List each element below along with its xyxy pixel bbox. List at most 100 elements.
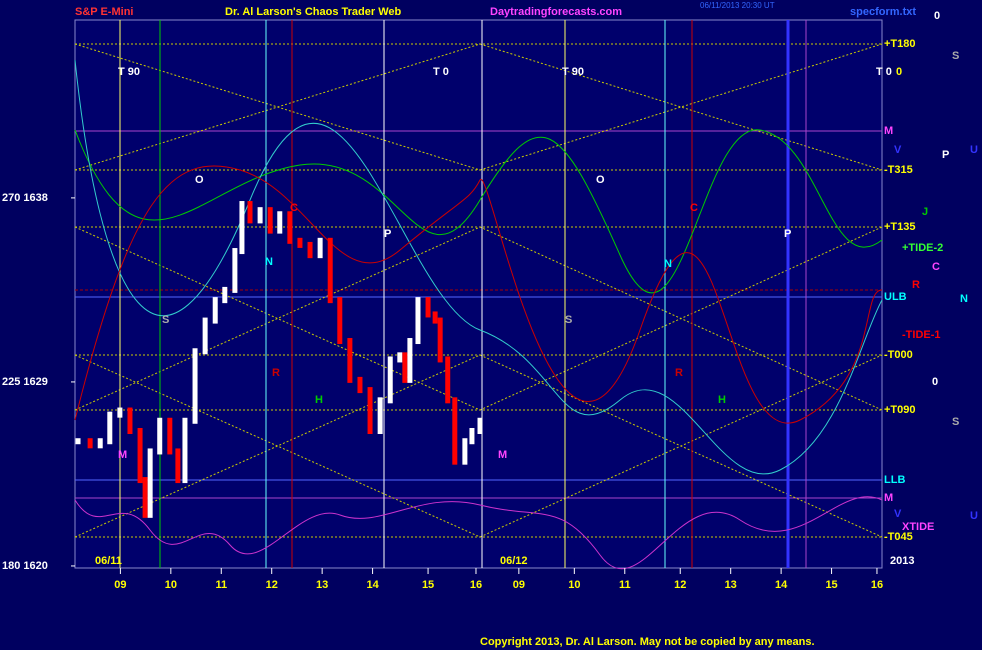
annotation: R	[272, 367, 280, 379]
annotation: 0	[932, 376, 938, 388]
x-tick-label: 10	[568, 579, 580, 591]
price-bar	[202, 317, 208, 355]
annotation: T 0	[433, 66, 449, 78]
price-bar	[452, 397, 458, 465]
annotation: +T180	[884, 38, 916, 50]
annotation: R	[675, 367, 683, 379]
timestamp: 06/11/2013 20:30 UT	[700, 1, 775, 10]
price-bar	[87, 438, 93, 449]
x-tick-label: 14	[775, 579, 788, 591]
x-tick-label: 09	[513, 579, 525, 591]
price-bar	[167, 417, 173, 455]
annotation: P	[784, 228, 791, 240]
annotation: S	[162, 314, 169, 326]
price-bar	[377, 397, 383, 434]
x-tick-label: 11	[215, 579, 227, 591]
annotation: M	[884, 492, 893, 504]
annotation: XTIDE	[902, 521, 934, 533]
annotation: C	[690, 202, 698, 214]
price-bar	[445, 356, 451, 404]
annotation: +T090	[884, 404, 916, 416]
price-bar	[222, 286, 228, 304]
price-bar	[357, 376, 363, 394]
price-bar	[182, 417, 188, 484]
annotation: P	[942, 149, 949, 161]
price-bar	[232, 248, 238, 293]
annotation: LLB	[884, 474, 905, 486]
price-bar	[137, 428, 143, 484]
price-bar	[337, 297, 343, 345]
annotation: O	[596, 174, 605, 186]
annotation: N	[265, 256, 273, 268]
x-tick-label: 11	[619, 579, 631, 591]
annotation: O	[195, 174, 204, 186]
price-bar	[367, 387, 373, 434]
x-tick-label: 13	[316, 579, 328, 591]
annotation: -T000	[884, 349, 913, 361]
annotation: ULB	[884, 291, 907, 303]
date-label: 06/12	[500, 555, 528, 567]
plot-area	[74, 19, 883, 569]
price-bar	[462, 438, 468, 465]
annotation: R	[912, 279, 920, 291]
site-label: Daytradingforecasts.com	[490, 6, 622, 18]
x-tick-label: 16	[871, 579, 883, 591]
date-label: 06/11	[95, 555, 122, 567]
x-tick-label: 16	[470, 579, 482, 591]
price-bar	[297, 237, 303, 248]
annotation: C	[932, 261, 940, 273]
x-tick-label: 13	[725, 579, 737, 591]
price-bar	[397, 352, 403, 363]
annotation: V	[894, 144, 902, 156]
x-tick-label: 10	[165, 579, 177, 591]
y-tick-label: 180 1620	[2, 560, 48, 572]
price-bar	[287, 211, 293, 244]
annotation: -T045	[884, 531, 913, 543]
annotation: S	[565, 314, 572, 326]
price-bar	[327, 237, 333, 304]
price-bar	[97, 438, 103, 449]
price-bar	[415, 297, 421, 345]
annotation: V	[894, 508, 902, 520]
date-label: 2013	[890, 555, 914, 567]
price-bar	[175, 448, 181, 484]
annotation: M	[498, 449, 507, 461]
annotation: 0	[896, 66, 902, 78]
annotation: -TIDE-1	[902, 329, 941, 341]
price-bar	[239, 201, 245, 255]
annotation: J	[922, 206, 928, 218]
annotation: U	[970, 144, 978, 156]
x-tick-label: 15	[825, 579, 837, 591]
model-curve	[74, 59, 883, 475]
price-bar	[402, 352, 408, 383]
annotation: M	[118, 449, 127, 461]
annotation: T 90	[118, 66, 140, 78]
price-bar	[432, 311, 438, 324]
price-bar	[157, 417, 163, 455]
annotation: H	[718, 394, 726, 406]
annotation: +T135	[884, 221, 916, 233]
model-curve	[74, 129, 883, 294]
price-bar	[117, 407, 123, 418]
model-lines	[74, 20, 883, 570]
annotation: N	[664, 258, 672, 270]
file-label: specform.txt	[850, 6, 916, 18]
annotation: H	[315, 394, 323, 406]
x-tick-label: 14	[366, 579, 379, 591]
price-bar	[425, 297, 431, 318]
y-tick-label: 225 1629	[2, 376, 48, 388]
annotation: T 90	[562, 66, 584, 78]
price-bar	[147, 448, 153, 518]
annotation: U	[970, 510, 978, 522]
price-bar	[127, 407, 133, 434]
price-bar	[317, 237, 323, 259]
price-bar	[407, 338, 413, 383]
annotation: P	[384, 228, 391, 240]
annotation: M	[884, 125, 893, 137]
annotation: C	[290, 202, 298, 214]
price-bar	[75, 438, 81, 445]
annotation: N	[960, 293, 968, 305]
annotation: +TIDE-2	[902, 242, 943, 254]
x-tick-label: 12	[674, 579, 686, 591]
